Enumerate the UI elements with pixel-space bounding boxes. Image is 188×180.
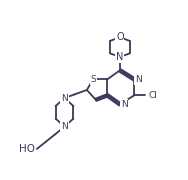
Text: N: N xyxy=(121,100,127,109)
Text: Cl: Cl xyxy=(149,91,157,100)
Text: N: N xyxy=(61,122,68,131)
Text: N: N xyxy=(116,52,124,62)
Text: N: N xyxy=(61,94,68,103)
Text: O: O xyxy=(116,32,124,42)
Text: HO: HO xyxy=(19,144,35,154)
Text: N: N xyxy=(135,75,142,84)
Text: S: S xyxy=(90,75,96,84)
